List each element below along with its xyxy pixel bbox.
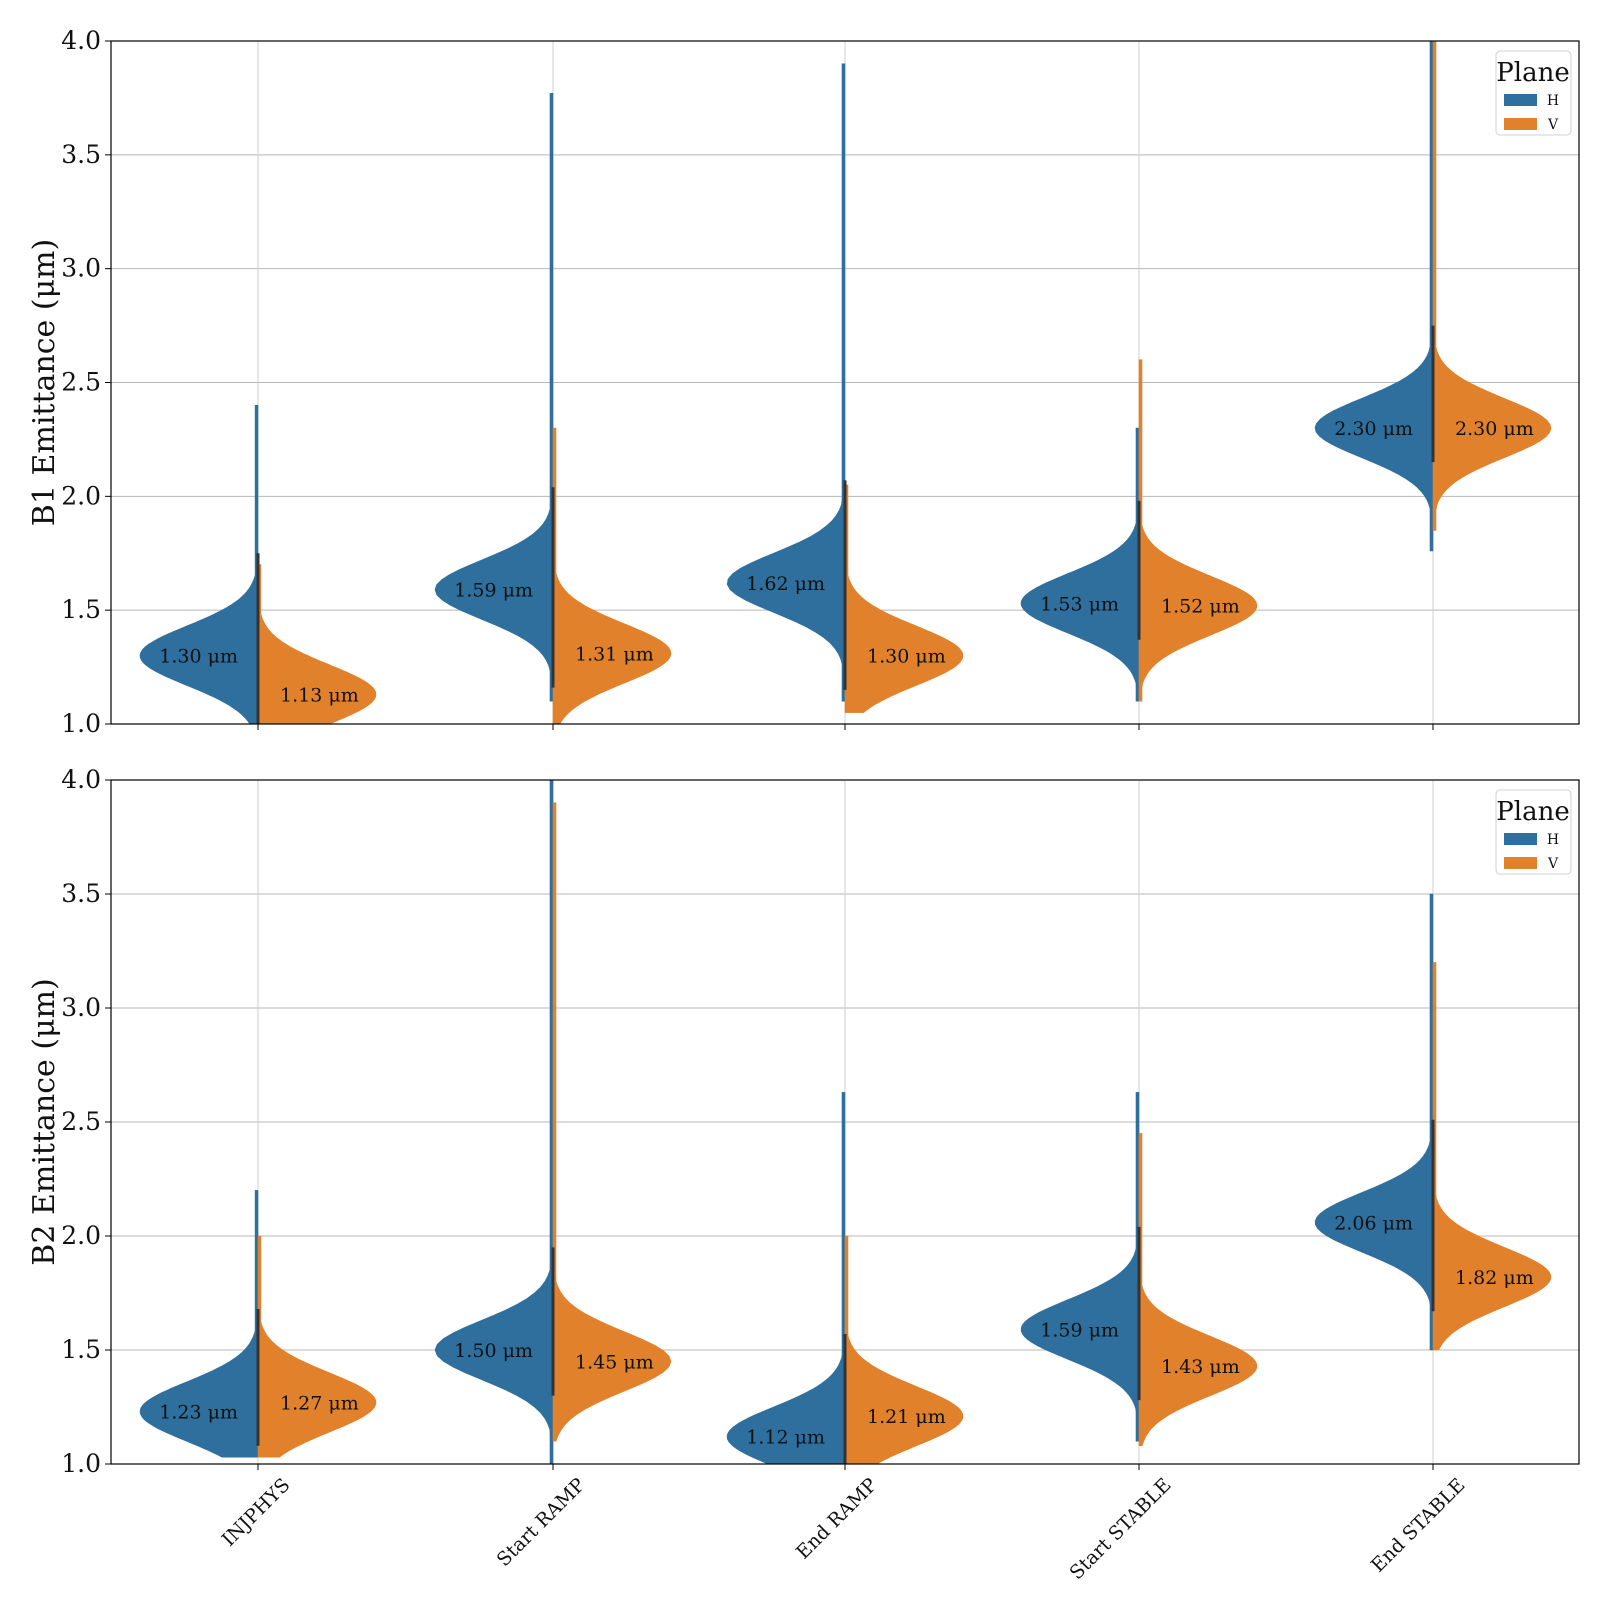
y-tick-label: 3.5 bbox=[61, 879, 101, 908]
y-tick-label: 1.5 bbox=[61, 595, 101, 624]
median-annotation-h: 2.30 μm bbox=[1334, 418, 1413, 440]
y-tick-label: 3.5 bbox=[61, 140, 101, 169]
x-tick-label: Start RAMP bbox=[493, 1474, 590, 1571]
median-annotation-v: 1.31 μm bbox=[575, 643, 654, 665]
x-tick-label: End STABLE bbox=[1367, 1474, 1470, 1577]
violin-v-end-ramp bbox=[844, 484, 964, 713]
violin-v-end-stable bbox=[1432, 962, 1552, 1351]
violin-h-end-stable bbox=[1314, 893, 1434, 1351]
violin-h-injphys bbox=[139, 404, 259, 724]
median-annotation-v: 1.27 μm bbox=[280, 1392, 359, 1414]
median-annotation-v: 1.13 μm bbox=[280, 684, 359, 706]
legend-swatch-h bbox=[1504, 94, 1537, 106]
violin-v-injphys bbox=[257, 1235, 377, 1458]
median-annotation-h: 1.23 μm bbox=[159, 1402, 238, 1424]
y-tick-label: 4.0 bbox=[61, 26, 101, 55]
median-annotation-h: 2.06 μm bbox=[1334, 1212, 1413, 1234]
median-annotation-v: 1.21 μm bbox=[867, 1406, 946, 1428]
y-tick-label: 1.0 bbox=[61, 709, 101, 738]
x-tick-label: End RAMP bbox=[792, 1474, 882, 1564]
violin-v-injphys bbox=[257, 564, 377, 724]
legend: Plane HV bbox=[1495, 789, 1572, 875]
violin-h-end-ramp bbox=[726, 63, 846, 702]
y-tick-label: 3.0 bbox=[61, 993, 101, 1022]
y-axis-label: B2 Emittance (μm) bbox=[27, 978, 62, 1265]
violin-v-start-ramp bbox=[552, 802, 672, 1442]
violin-v-start-stable bbox=[1138, 359, 1258, 702]
median-annotation-v: 1.43 μm bbox=[1161, 1356, 1240, 1378]
y-tick-label: 2.0 bbox=[61, 481, 101, 510]
legend-box bbox=[1495, 789, 1572, 875]
legend-label-v: V bbox=[1547, 856, 1559, 872]
median-annotation-v: 1.82 μm bbox=[1455, 1267, 1534, 1289]
legend: Plane HV bbox=[1495, 50, 1572, 136]
y-tick-label: 1.0 bbox=[61, 1449, 101, 1478]
violin-v-start-stable bbox=[1138, 1133, 1258, 1447]
axes-frame bbox=[110, 779, 1580, 1465]
legend-swatch-v bbox=[1504, 857, 1537, 869]
median-annotation-h: 1.12 μm bbox=[746, 1427, 825, 1449]
violin-h-end-stable bbox=[1314, 41, 1434, 552]
violin-v-start-ramp bbox=[552, 427, 672, 724]
violins bbox=[139, 41, 1552, 724]
violin-v-end-ramp bbox=[844, 1235, 964, 1464]
x-tick-label: INJPHYS bbox=[218, 1474, 295, 1551]
legend-title: Plane bbox=[1496, 797, 1569, 827]
y-tick-label: 1.5 bbox=[61, 1335, 101, 1364]
median-annotation-h: 1.59 μm bbox=[1040, 1319, 1119, 1341]
median-annotation-v: 1.45 μm bbox=[575, 1351, 654, 1373]
axes-frame bbox=[110, 40, 1580, 725]
violin-h-start-stable bbox=[1020, 1092, 1140, 1442]
violin-v-end-stable bbox=[1432, 41, 1552, 531]
median-annotation-h: 1.50 μm bbox=[454, 1340, 533, 1362]
legend-label-h: H bbox=[1547, 93, 1559, 109]
median-annotation-h: 1.30 μm bbox=[159, 646, 238, 668]
y-tick-label: 2.0 bbox=[61, 1221, 101, 1250]
legend-box bbox=[1495, 50, 1572, 136]
legend-label-h: H bbox=[1547, 832, 1559, 848]
legend-swatch-v bbox=[1504, 118, 1537, 130]
y-tick-label: 2.5 bbox=[61, 368, 101, 397]
median-annotation-h: 1.53 μm bbox=[1040, 593, 1119, 615]
median-annotation-v: 1.52 μm bbox=[1161, 596, 1240, 618]
violin-h-injphys bbox=[139, 1190, 259, 1458]
violin-h-start-ramp bbox=[434, 93, 554, 702]
y-tick-label: 4.0 bbox=[61, 765, 101, 794]
y-axis-label: B1 Emittance (μm) bbox=[27, 239, 62, 526]
violin-h-end-ramp bbox=[726, 1092, 846, 1464]
legend-swatch-h bbox=[1504, 833, 1537, 845]
chart-panel-2: 1.0 1.5 2.0 2.5 3.0 3.5 4.0 B2 Emittance (μm) 1.… bbox=[27, 765, 1580, 1584]
median-annotation-v: 2.30 μm bbox=[1455, 418, 1534, 440]
median-annotation-h: 1.59 μm bbox=[454, 580, 533, 602]
median-annotation-v: 1.30 μm bbox=[867, 646, 946, 668]
violin-h-start-stable bbox=[1020, 427, 1140, 702]
median-annotation-h: 1.62 μm bbox=[746, 573, 825, 595]
chart-panel-1: 1.0 1.5 2.0 2.5 3.0 3.5 4.0 B1 Emittance (μm) 1.… bbox=[27, 26, 1580, 738]
legend-label-v: V bbox=[1547, 117, 1559, 133]
y-tick-label: 2.5 bbox=[61, 1107, 101, 1136]
y-tick-label: 3.0 bbox=[61, 254, 101, 283]
violins bbox=[139, 780, 1552, 1464]
legend-title: Plane bbox=[1496, 58, 1569, 88]
x-tick-label: Start STABLE bbox=[1066, 1474, 1176, 1584]
violin-h-start-ramp bbox=[434, 780, 554, 1464]
